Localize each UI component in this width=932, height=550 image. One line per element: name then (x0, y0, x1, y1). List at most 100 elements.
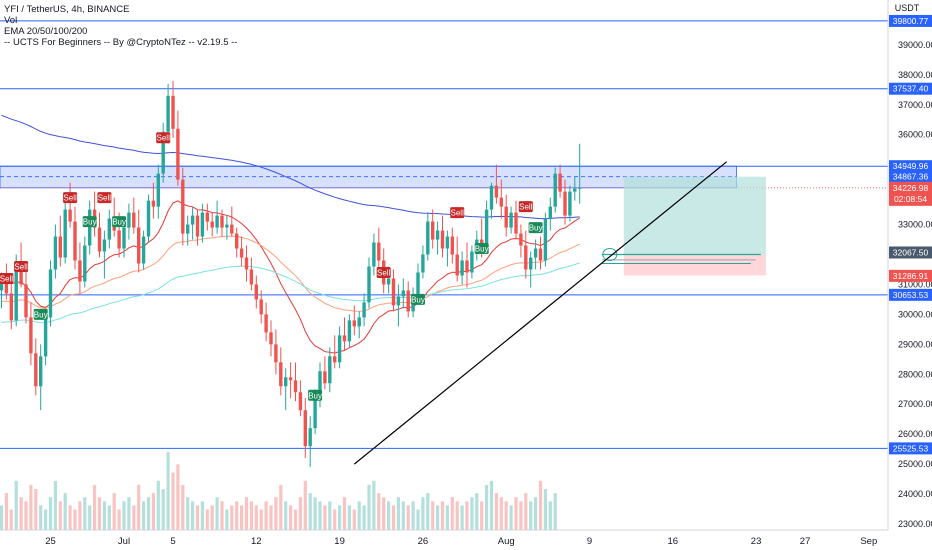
buy-signal-badge (411, 293, 425, 305)
buy-signal-text: Buy (529, 224, 543, 233)
volume-bar (357, 501, 361, 530)
volume-bar (426, 493, 430, 530)
y-tick-label: 27000.00 (898, 399, 932, 409)
level-price-label: 37537.40 (893, 84, 929, 94)
candle-body (445, 236, 450, 249)
candle-body (391, 278, 396, 306)
volume-bar (29, 484, 33, 530)
candle-body (533, 248, 538, 258)
marker-price-label-bg (889, 269, 932, 282)
candle-body (342, 335, 347, 342)
candle-body (426, 221, 430, 255)
candle-body (244, 257, 249, 270)
candle-body (102, 239, 107, 252)
volume-bar (200, 501, 204, 530)
volume-bar (122, 501, 126, 530)
volume-bar (215, 497, 219, 530)
sell-signal-badge (14, 260, 29, 272)
level-price-label: 39800.77 (893, 16, 929, 26)
candle-body (524, 245, 528, 270)
volume-bar (298, 497, 302, 530)
x-tick-label: Sep (860, 536, 877, 547)
volume-bar (455, 501, 459, 530)
sell-signal-text: Sell (14, 262, 28, 271)
x-tick-label: 23 (751, 536, 762, 547)
volume-bar (387, 501, 391, 530)
candle-body (440, 230, 445, 249)
volume-bar (9, 509, 13, 530)
trendline[interactable] (353, 161, 728, 465)
x-tick-label: 27 (800, 536, 811, 547)
candle-body (34, 353, 38, 387)
candle-body (190, 215, 195, 225)
time-axis[interactable] (0, 530, 932, 550)
volume-bar (421, 497, 425, 530)
volume-bar (269, 505, 273, 530)
volume-bar (440, 501, 445, 530)
volume-bar (475, 493, 479, 530)
candle-body (171, 95, 175, 129)
candle-body (269, 332, 273, 345)
candle-body (386, 278, 391, 285)
position-loss-zone[interactable] (623, 254, 766, 276)
volume-bar (93, 484, 97, 530)
candle-body (132, 212, 136, 228)
buy-signal-badge (528, 222, 543, 234)
volume-bar (534, 497, 538, 530)
ema20-line (1, 200, 580, 354)
candle-body (215, 215, 219, 228)
y-tick-label: 29000.00 (898, 339, 932, 349)
volume-bar (289, 505, 293, 530)
volume-bar (132, 505, 136, 530)
candle-body (465, 260, 469, 273)
volume-bar (489, 480, 494, 530)
symbol-title: YFI / TetherUS, 4h, BINANCE (4, 4, 130, 15)
x-tick-label: 9 (587, 536, 592, 547)
volume-bar (14, 480, 18, 530)
y-tick-label: 24000.00 (898, 489, 932, 499)
volume-bar (44, 509, 48, 530)
candle-body (435, 230, 440, 240)
volume-bar (548, 501, 552, 530)
sell-signal: Sell (156, 132, 171, 144)
candle-body (239, 248, 244, 258)
candle-body (367, 266, 371, 303)
volume-bar (68, 505, 72, 530)
volume-bar (323, 505, 327, 530)
candle-body (195, 215, 200, 237)
y-tick-label: 28000.00 (898, 369, 932, 379)
candle-body (58, 236, 62, 258)
candle-body (489, 185, 494, 210)
candle-body (186, 224, 190, 234)
volume-bar (553, 493, 557, 530)
volume-bar (48, 497, 53, 530)
level-price-label-bg (889, 288, 932, 301)
y-tick-label: 37000.00 (898, 100, 932, 110)
ema-label: EMA 20/50/100/200 (4, 26, 88, 37)
candle-body (563, 191, 567, 216)
volume-bar (514, 497, 518, 530)
sell-signal-text: Sell (157, 134, 171, 143)
candle-body (401, 290, 405, 297)
current-price-tag (889, 181, 932, 206)
volume-bar (249, 501, 253, 530)
y-tick-label: 26000.00 (898, 429, 932, 439)
volume-bar (83, 497, 87, 530)
candle-body (284, 377, 288, 387)
marker-price-label-bg (889, 246, 932, 259)
volume-bar (524, 493, 528, 530)
y-tick-label: 31000.00 (898, 279, 932, 289)
position-profit-zone[interactable] (623, 176, 766, 255)
volume-bar (19, 497, 23, 530)
volume-bar (151, 493, 155, 530)
volume-bar (244, 497, 249, 530)
volume-bar (543, 489, 547, 530)
candle-body (421, 254, 425, 273)
sell-signal: Sell (14, 260, 29, 272)
y-tick-label: 39000.00 (898, 40, 932, 50)
x-tick-label: 25 (45, 536, 56, 547)
y-tick-label: 25000.00 (898, 459, 932, 469)
buy-signal-text: Buy (83, 218, 97, 227)
candle-body (29, 317, 33, 354)
